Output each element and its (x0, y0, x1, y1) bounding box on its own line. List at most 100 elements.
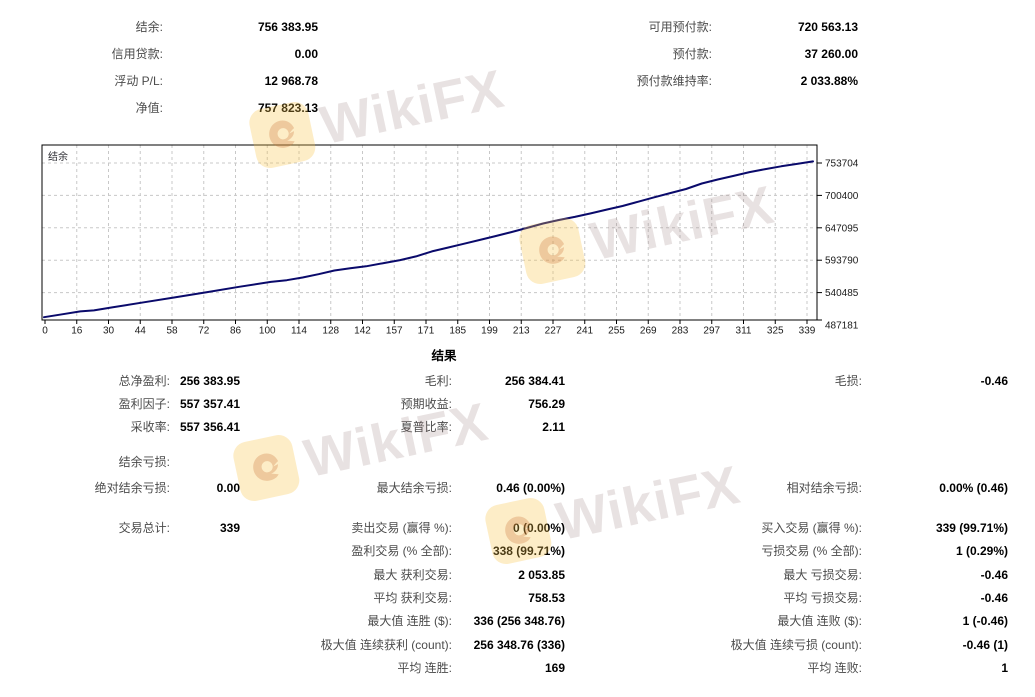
credit-label: 信用贷款: (111, 47, 163, 61)
stat-label: 结余亏损: (118, 455, 170, 469)
stat-value: 338 (99.71%) (492, 544, 565, 558)
stat-label: 最大值 连败 ($): (777, 614, 862, 628)
free-margin-value: 720 563.13 (797, 20, 858, 34)
stat-value: 1 (1001, 661, 1008, 675)
stat-label: 采收率: (130, 420, 170, 434)
balance-label: 结余: (135, 20, 163, 34)
stat-label: 平均 获利交易: (373, 591, 452, 605)
stat-value: 256 348.76 (336) (473, 638, 565, 652)
stat-value: 758.53 (528, 591, 565, 605)
svg-text:339: 339 (799, 326, 816, 337)
stat-label: 预期收益: (400, 397, 452, 411)
svg-text:213: 213 (513, 326, 530, 337)
balance-chart: 0 16 30 44 58 72 86 100 114 128 142 157 171 185 199 213… (0, 140, 1035, 345)
svg-text:128: 128 (322, 326, 339, 337)
svg-text:100: 100 (259, 326, 276, 337)
margin-level-value: 2 033.88% (800, 74, 858, 88)
stat-value: 256 383.95 (179, 374, 240, 388)
stat-label: 最大结余亏损: (376, 481, 452, 495)
svg-text:227: 227 (545, 326, 562, 337)
svg-text:0: 0 (42, 326, 48, 337)
svg-text:325: 325 (767, 326, 784, 337)
svg-text:157: 157 (386, 326, 403, 337)
svg-text:593790: 593790 (825, 256, 859, 267)
stat-value: -0.46 (1) (962, 638, 1008, 652)
stat-label: 总净盈利: (118, 374, 170, 388)
margin-level-label: 预付款维持率: (636, 74, 712, 88)
stat-value: 339 (99.71%) (935, 521, 1008, 535)
svg-text:30: 30 (103, 326, 115, 337)
stat-label: 极大值 连续亏损 (count): (730, 638, 862, 652)
stat-value: 336 (256 348.76) (473, 614, 565, 628)
stat-label: 盈利因子: (118, 397, 170, 411)
wikifx-text: WikiFX (551, 454, 746, 553)
svg-text:结余: 结余 (48, 150, 68, 163)
svg-text:185: 185 (449, 326, 466, 337)
svg-text:311: 311 (736, 326, 752, 337)
stat-label: 绝对结余亏损: (94, 481, 170, 495)
stat-label: 毛损: (834, 374, 862, 388)
stat-value: -0.46 (980, 374, 1008, 388)
svg-text:241: 241 (576, 326, 593, 337)
stat-label: 毛利: (424, 374, 452, 388)
stat-label: 盈利交易 (% 全部): (351, 544, 452, 558)
svg-text:72: 72 (198, 326, 210, 337)
stat-label: 最大 获利交易: (373, 568, 452, 582)
stat-value: 1 (0.29%) (955, 544, 1008, 558)
stat-value: 0.46 (0.00%) (496, 481, 565, 495)
stat-label: 平均 连败: (807, 661, 862, 675)
balance-chart-canvas: 0 16 30 44 58 72 86 100 114 128 142 157 171 185 199 213… (41, 144, 859, 337)
stat-value: 0 (0.00%) (512, 521, 565, 535)
stat-value: -0.46 (980, 568, 1008, 582)
stat-value: 256 384.41 (504, 374, 565, 388)
svg-text:283: 283 (672, 326, 689, 337)
svg-text:753704: 753704 (825, 159, 859, 170)
floating-pl-label: 浮动 P/L: (114, 74, 163, 88)
svg-text:487181: 487181 (825, 321, 859, 332)
equity-value: 757 823.13 (257, 101, 318, 115)
stat-value: 2.11 (542, 420, 565, 434)
stat-label: 亏损交易 (% 全部): (761, 544, 862, 558)
stat-label: 最大 亏损交易: (783, 568, 862, 582)
stat-value: 557 357.41 (179, 397, 240, 411)
svg-text:269: 269 (640, 326, 657, 337)
svg-text:199: 199 (481, 326, 498, 337)
stat-label: 相对结余亏损: (786, 481, 862, 495)
svg-text:58: 58 (166, 326, 178, 337)
stat-value: 339 (219, 521, 240, 535)
stat-value: -0.46 (980, 591, 1008, 605)
stat-value: 0.00 (216, 481, 240, 495)
svg-text:255: 255 (608, 326, 625, 337)
results-heading: 结果 (431, 349, 457, 363)
balance-value: 756 383.95 (257, 20, 318, 34)
stat-label: 最大值 连胜 ($): (367, 614, 452, 628)
svg-text:114: 114 (291, 326, 307, 337)
stat-label: 买入交易 (赢得 %): (761, 521, 862, 535)
svg-text:540485: 540485 (825, 288, 859, 299)
stat-value: 2 053.85 (518, 568, 565, 582)
margin-label: 预付款: (672, 47, 712, 61)
stat-value: 1 (-0.46) (962, 614, 1008, 628)
stat-value: 0.00% (0.46) (939, 481, 1008, 495)
stat-value: 557 356.41 (179, 420, 240, 434)
svg-text:142: 142 (354, 326, 371, 337)
svg-text:86: 86 (230, 326, 242, 337)
svg-text:647095: 647095 (825, 223, 859, 234)
free-margin-label: 可用预付款: (648, 20, 712, 34)
margin-value: 37 260.00 (804, 47, 858, 61)
svg-text:171: 171 (418, 326, 435, 337)
stat-value: 756.29 (528, 397, 565, 411)
svg-text:297: 297 (703, 326, 720, 337)
stat-label: 极大值 连续获利 (count): (320, 638, 452, 652)
stat-label: 交易总计: (118, 521, 170, 535)
svg-text:16: 16 (71, 326, 83, 337)
stat-value: 169 (544, 661, 565, 675)
stat-label: 平均 连胜: (397, 661, 452, 675)
equity-label: 净值: (135, 101, 163, 115)
svg-text:44: 44 (135, 326, 147, 337)
stat-label: 平均 亏损交易: (783, 591, 862, 605)
stat-label: 卖出交易 (赢得 %): (351, 521, 452, 535)
svg-text:700400: 700400 (825, 191, 859, 202)
stat-label: 夏普比率: (400, 420, 452, 434)
